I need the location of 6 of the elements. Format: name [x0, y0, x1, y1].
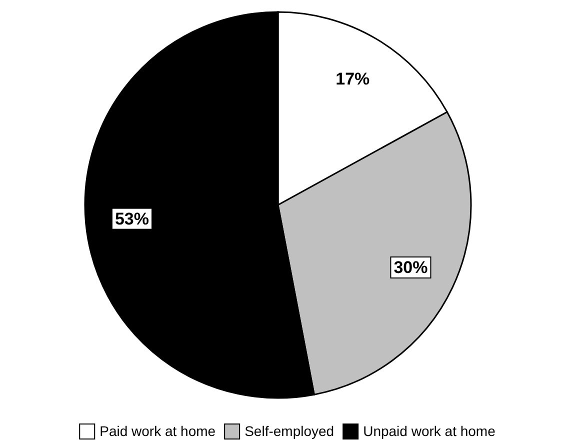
- legend-label: Unpaid work at home: [363, 423, 496, 439]
- data-label: 30%: [394, 258, 428, 277]
- legend-label: Paid work at home: [100, 423, 216, 439]
- data-label: 53%: [114, 209, 149, 228]
- data-label: 17%: [336, 69, 370, 88]
- legend-label: Self-employed: [244, 423, 334, 439]
